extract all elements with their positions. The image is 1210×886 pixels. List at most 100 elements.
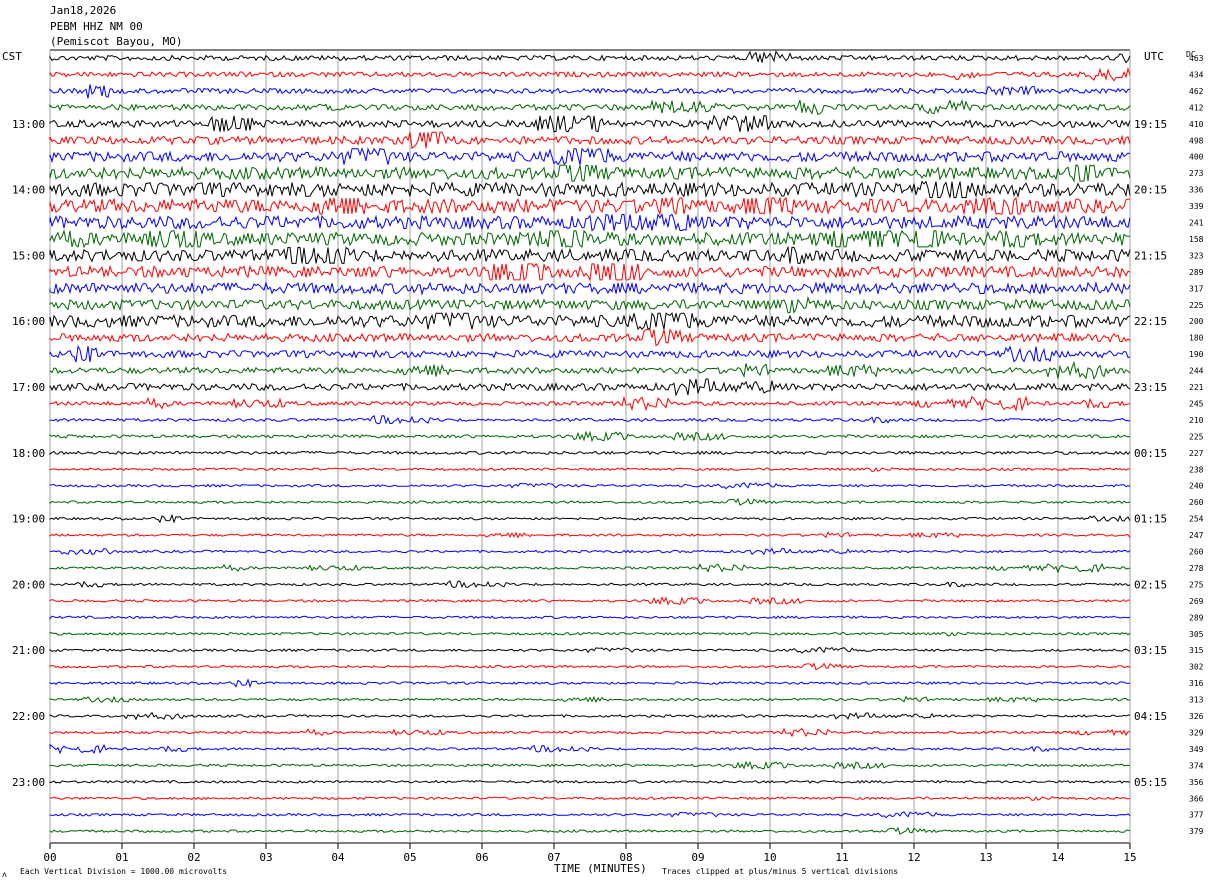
dc-offset-14: 289 xyxy=(1189,268,1204,277)
dc-offset-1: 463 xyxy=(1189,54,1204,63)
station-code: PEBM HHZ NM 00 xyxy=(50,20,143,33)
trace-33 xyxy=(49,580,1131,589)
trace-38 xyxy=(49,662,1131,671)
left-hour-label-14:00: 14:00 xyxy=(12,184,45,197)
right-hour-label-05:15: 05:15 xyxy=(1134,776,1167,789)
trace-10 xyxy=(49,196,1130,216)
trace-48 xyxy=(49,826,1131,835)
dc-offset-44: 374 xyxy=(1189,761,1204,770)
dc-header-label: DC xyxy=(1186,50,1196,59)
trace-12 xyxy=(49,229,1131,249)
dc-offset-13: 323 xyxy=(1189,251,1204,260)
dc-offset-8: 273 xyxy=(1189,169,1204,178)
dc-offset-21: 221 xyxy=(1189,383,1204,392)
right-hour-label-00:15: 00:15 xyxy=(1134,447,1167,460)
x-tick-label-04: 04 xyxy=(331,851,345,864)
dc-offset-25: 227 xyxy=(1189,449,1204,458)
trace-43 xyxy=(49,743,1131,755)
x-tick-label-03: 03 xyxy=(259,851,272,864)
trace-23 xyxy=(49,414,1131,425)
left-hour-label-20:00: 20:00 xyxy=(12,578,45,591)
x-tick-label-01: 01 xyxy=(115,851,128,864)
dc-offset-45: 356 xyxy=(1189,778,1204,787)
dc-offset-23: 210 xyxy=(1189,416,1204,425)
right-hour-label-21:15: 21:15 xyxy=(1134,249,1167,262)
trace-3 xyxy=(49,84,1131,99)
right-hour-label-02:15: 02:15 xyxy=(1134,578,1167,591)
trace-41 xyxy=(49,711,1131,721)
trace-2 xyxy=(49,66,1131,82)
left-hour-label-19:00: 19:00 xyxy=(12,513,45,526)
trace-7 xyxy=(49,147,1131,166)
x-tick-label-12: 12 xyxy=(907,851,920,864)
dc-offset-15: 317 xyxy=(1189,284,1204,293)
dc-offset-22: 245 xyxy=(1189,399,1204,408)
x-tick-label-11: 11 xyxy=(835,851,848,864)
right-hour-label-04:15: 04:15 xyxy=(1134,710,1167,723)
left-hour-label-21:00: 21:00 xyxy=(12,644,45,657)
dc-offset-12: 158 xyxy=(1189,235,1204,244)
station-location: (Pemiscot Bayou, MO) xyxy=(50,35,183,48)
dc-offset-18: 180 xyxy=(1189,334,1204,343)
left-hour-label-16:00: 16:00 xyxy=(12,315,45,328)
trace-45 xyxy=(49,779,1131,784)
dc-offset-33: 275 xyxy=(1189,580,1204,589)
right-hour-label-20:15: 20:15 xyxy=(1134,184,1167,197)
trace-29 xyxy=(49,513,1131,524)
dc-offset-17: 200 xyxy=(1189,317,1204,326)
dc-offset-32: 278 xyxy=(1189,564,1204,573)
trace-21 xyxy=(49,378,1131,397)
dc-offset-7: 400 xyxy=(1189,153,1204,162)
right-hour-label-03:15: 03:15 xyxy=(1134,644,1167,657)
trace-26 xyxy=(49,466,1131,472)
trace-1 xyxy=(49,50,1131,64)
chart-date: Jan18,2026 xyxy=(50,4,117,17)
dc-offset-16: 225 xyxy=(1189,301,1204,310)
trace-46 xyxy=(49,795,1131,801)
dc-offset-5: 410 xyxy=(1189,120,1204,129)
corner-mark: ʌ xyxy=(2,870,7,879)
trace-5 xyxy=(49,114,1131,133)
dc-offset-43: 349 xyxy=(1189,745,1204,754)
trace-8 xyxy=(49,164,1131,183)
dc-offset-3: 462 xyxy=(1189,87,1204,96)
x-tick-label-08: 08 xyxy=(619,851,632,864)
dc-offset-6: 498 xyxy=(1189,136,1204,145)
trace-42 xyxy=(49,727,1131,738)
left-hour-label-13:00: 13:00 xyxy=(12,118,45,131)
dc-offset-39: 316 xyxy=(1189,679,1204,688)
dc-offset-2: 434 xyxy=(1189,70,1204,79)
trace-37 xyxy=(49,646,1131,654)
trace-39 xyxy=(49,678,1131,689)
dc-offset-40: 313 xyxy=(1189,696,1204,705)
dc-offset-41: 326 xyxy=(1189,712,1204,721)
trace-13 xyxy=(49,245,1131,265)
trace-24 xyxy=(49,430,1131,443)
left-hour-label-23:00: 23:00 xyxy=(12,776,45,789)
x-tick-label-00: 00 xyxy=(43,851,56,864)
x-tick-label-10: 10 xyxy=(763,851,776,864)
left-hour-label-15:00: 15:00 xyxy=(12,249,45,262)
right-hour-label-01:15: 01:15 xyxy=(1134,513,1167,526)
trace-44 xyxy=(49,760,1131,771)
dc-offset-4: 412 xyxy=(1189,103,1204,112)
left-hour-label-22:00: 22:00 xyxy=(12,710,45,723)
dc-offset-28: 260 xyxy=(1189,498,1204,507)
trace-9 xyxy=(49,180,1131,199)
dc-offset-46: 366 xyxy=(1189,794,1204,803)
dc-offset-34: 269 xyxy=(1189,597,1204,606)
dc-offset-30: 247 xyxy=(1189,531,1204,540)
x-tick-label-02: 02 xyxy=(187,851,200,864)
trace-28 xyxy=(49,497,1131,506)
left-hour-label-18:00: 18:00 xyxy=(12,447,45,460)
dc-offset-42: 329 xyxy=(1189,728,1204,737)
right-hour-label-19:15: 19:15 xyxy=(1134,118,1167,131)
dc-offset-31: 260 xyxy=(1189,548,1204,557)
x-tick-label-09: 09 xyxy=(691,851,704,864)
trace-32 xyxy=(49,562,1131,574)
x-tick-label-05: 05 xyxy=(403,851,416,864)
left-hour-label-17:00: 17:00 xyxy=(12,381,45,394)
trace-22 xyxy=(49,395,1131,412)
dc-offset-36: 305 xyxy=(1189,630,1204,639)
